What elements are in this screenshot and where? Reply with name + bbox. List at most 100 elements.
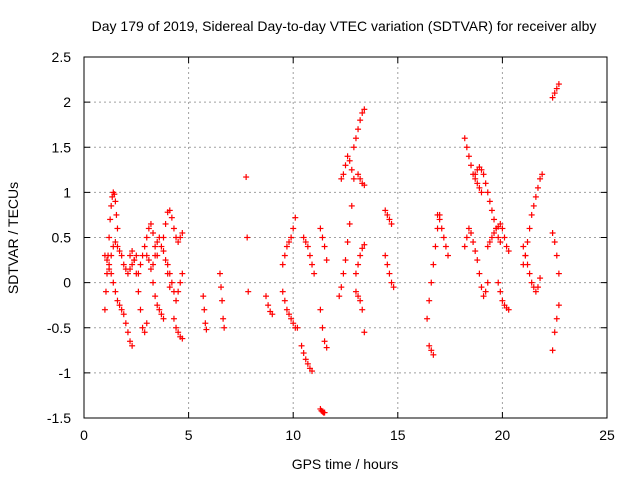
data-point bbox=[129, 261, 136, 268]
data-point bbox=[281, 297, 288, 304]
data-point bbox=[304, 360, 311, 367]
x-tick-label: 25 bbox=[599, 427, 615, 443]
data-point bbox=[340, 171, 347, 178]
data-point bbox=[220, 315, 227, 322]
data-point bbox=[497, 288, 504, 295]
data-point bbox=[286, 239, 293, 246]
data-point bbox=[309, 261, 316, 268]
data-point bbox=[438, 225, 445, 232]
data-point bbox=[168, 214, 175, 221]
data-point bbox=[245, 288, 252, 295]
data-point bbox=[162, 220, 169, 227]
data-point bbox=[426, 297, 433, 304]
y-tick-label: -1.5 bbox=[47, 410, 71, 426]
data-point bbox=[139, 324, 146, 331]
data-point bbox=[342, 257, 349, 264]
data-point bbox=[551, 239, 558, 246]
data-point bbox=[177, 234, 184, 241]
data-point bbox=[243, 174, 250, 181]
data-point bbox=[528, 279, 535, 286]
data-point bbox=[127, 252, 134, 259]
data-point bbox=[344, 239, 351, 246]
data-point bbox=[361, 182, 368, 189]
data-point bbox=[357, 117, 364, 124]
data-point bbox=[478, 166, 485, 173]
data-point bbox=[522, 252, 529, 259]
data-point bbox=[350, 144, 357, 151]
data-point bbox=[537, 175, 544, 182]
data-point bbox=[133, 252, 140, 259]
data-point bbox=[135, 270, 142, 277]
data-point bbox=[484, 279, 491, 286]
data-point bbox=[472, 171, 479, 178]
data-point bbox=[120, 311, 127, 318]
data-point bbox=[106, 261, 113, 268]
data-point bbox=[154, 302, 161, 309]
data-point bbox=[112, 239, 119, 246]
y-tick-label: 0.5 bbox=[52, 230, 72, 246]
data-point bbox=[170, 225, 177, 232]
data-point bbox=[553, 85, 560, 92]
data-point bbox=[426, 342, 433, 349]
data-point bbox=[428, 347, 435, 354]
data-point bbox=[300, 350, 307, 357]
data-point bbox=[486, 198, 493, 205]
data-point bbox=[108, 252, 115, 259]
y-tick-label: 1.5 bbox=[52, 139, 72, 155]
data-point bbox=[116, 302, 123, 309]
data-point bbox=[298, 342, 305, 349]
data-point bbox=[344, 153, 351, 160]
data-point bbox=[526, 270, 533, 277]
data-point bbox=[532, 193, 539, 200]
data-point bbox=[304, 243, 311, 250]
data-point bbox=[486, 239, 493, 246]
data-point bbox=[555, 302, 562, 309]
axis-ticks: 0 5 10 15 20 25 -1.5 -1 -0.5 0 0.5 1 1.5 2 2.5 bbox=[47, 49, 615, 443]
data-point bbox=[474, 257, 481, 264]
data-point bbox=[321, 409, 328, 416]
data-point bbox=[108, 270, 115, 277]
data-point bbox=[145, 225, 152, 232]
data-point bbox=[154, 239, 161, 246]
data-point bbox=[143, 252, 150, 259]
data-point bbox=[143, 320, 150, 327]
data-point bbox=[300, 234, 307, 241]
data-point bbox=[537, 275, 544, 282]
data-point bbox=[534, 184, 541, 191]
plot-frame bbox=[83, 56, 608, 419]
data-point bbox=[476, 270, 483, 277]
data-point bbox=[555, 81, 562, 88]
data-point bbox=[309, 368, 316, 375]
data-point bbox=[505, 306, 512, 313]
data-point bbox=[539, 171, 546, 178]
data-point bbox=[503, 243, 510, 250]
data-point bbox=[323, 257, 330, 264]
data-point bbox=[361, 329, 368, 336]
data-point bbox=[317, 306, 324, 313]
data-point bbox=[482, 180, 489, 187]
data-point bbox=[551, 90, 558, 97]
data-point bbox=[470, 239, 477, 246]
data-point bbox=[168, 279, 175, 286]
data-point bbox=[465, 225, 472, 232]
data-point bbox=[520, 243, 527, 250]
data-point bbox=[501, 234, 508, 241]
data-point bbox=[170, 315, 177, 322]
data-point bbox=[290, 225, 297, 232]
data-point bbox=[152, 252, 159, 259]
data-point bbox=[491, 229, 498, 236]
data-point bbox=[465, 153, 472, 160]
data-point bbox=[432, 243, 439, 250]
data-point bbox=[338, 284, 345, 291]
data-point bbox=[160, 315, 167, 322]
data-point bbox=[201, 306, 208, 313]
data-point bbox=[158, 311, 165, 318]
data-point bbox=[495, 234, 502, 241]
data-point bbox=[482, 288, 489, 295]
data-point bbox=[534, 284, 541, 291]
data-point bbox=[346, 157, 353, 164]
data-point bbox=[118, 252, 125, 259]
data-point bbox=[348, 202, 355, 209]
data-point bbox=[384, 211, 391, 218]
data-point bbox=[288, 315, 295, 322]
